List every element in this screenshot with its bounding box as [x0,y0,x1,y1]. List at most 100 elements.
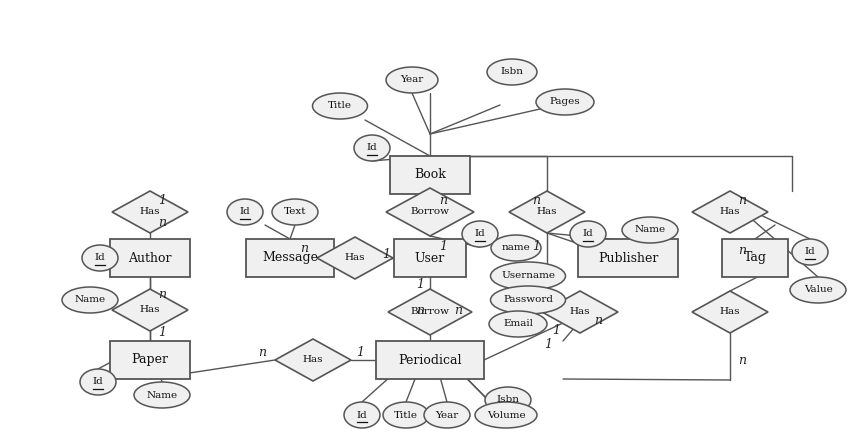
Ellipse shape [272,199,318,225]
Text: n: n [300,241,308,255]
Ellipse shape [490,262,565,290]
Text: Has: Has [139,207,161,217]
Text: 1: 1 [416,278,424,292]
Text: n: n [439,194,447,206]
Text: Has: Has [720,308,740,316]
Text: Name: Name [634,225,666,235]
FancyBboxPatch shape [578,239,678,277]
Polygon shape [692,291,768,333]
Ellipse shape [792,239,828,265]
Polygon shape [542,291,618,333]
Text: 1: 1 [382,248,390,260]
Ellipse shape [475,402,537,428]
FancyBboxPatch shape [110,239,190,277]
Text: n: n [594,313,602,327]
Ellipse shape [462,221,498,247]
Ellipse shape [386,67,438,93]
FancyBboxPatch shape [390,156,470,194]
Text: n: n [454,304,462,316]
Text: 1: 1 [552,324,560,336]
Text: Message: Message [262,251,318,264]
Text: Pages: Pages [550,98,581,107]
Polygon shape [112,191,188,233]
Text: Year: Year [400,76,423,84]
Text: Volume: Volume [487,411,525,419]
Text: n: n [158,216,166,229]
Text: n: n [158,289,166,301]
Text: n: n [258,346,266,358]
Ellipse shape [424,402,470,428]
FancyBboxPatch shape [110,341,190,379]
Text: Author: Author [128,251,172,264]
Ellipse shape [622,217,678,243]
Text: Text: Text [284,207,306,217]
Text: 1: 1 [532,240,540,252]
Text: Isbn: Isbn [496,396,519,404]
Text: n: n [532,194,540,206]
Text: n: n [738,354,746,366]
Ellipse shape [790,277,846,303]
Text: Isbn: Isbn [501,68,524,76]
Polygon shape [692,191,768,233]
FancyBboxPatch shape [394,239,466,277]
Ellipse shape [536,89,594,115]
Text: Email: Email [503,320,533,328]
Text: n: n [738,194,746,206]
Text: Book: Book [414,168,446,182]
Text: Name: Name [146,390,178,400]
Ellipse shape [313,93,367,119]
Text: name: name [502,244,530,252]
Text: 1: 1 [439,240,447,252]
Polygon shape [388,289,472,335]
Ellipse shape [485,387,531,413]
Text: Paper: Paper [132,354,168,366]
Text: n: n [738,244,746,256]
Text: Id: Id [94,254,105,263]
Text: Has: Has [720,207,740,217]
Polygon shape [317,237,393,279]
Text: Id: Id [805,248,815,256]
Ellipse shape [489,311,547,337]
Text: Id: Id [240,207,251,217]
Text: Tag: Tag [744,251,767,264]
Text: 1: 1 [544,339,552,351]
Text: Publisher: Publisher [598,251,658,264]
Polygon shape [275,339,351,381]
Ellipse shape [491,235,541,261]
Polygon shape [509,191,585,233]
Text: 1: 1 [356,346,364,358]
Text: Id: Id [582,229,593,239]
Ellipse shape [487,59,537,85]
Ellipse shape [570,221,606,247]
Ellipse shape [82,245,118,271]
Text: Has: Has [570,308,590,316]
Ellipse shape [80,369,116,395]
FancyBboxPatch shape [722,239,788,277]
Text: Borrow: Borrow [411,207,450,217]
Ellipse shape [134,382,190,408]
Text: Id: Id [366,144,377,152]
Text: 1: 1 [158,194,166,206]
FancyBboxPatch shape [376,341,484,379]
Ellipse shape [344,402,380,428]
Text: Periodical: Periodical [399,354,462,366]
Text: n: n [416,304,424,316]
Ellipse shape [383,402,429,428]
Text: Has: Has [536,207,558,217]
Text: Year: Year [435,411,459,419]
Text: Username: Username [501,271,555,281]
Text: Title: Title [394,411,418,419]
Text: 1: 1 [158,325,166,339]
Text: Value: Value [803,286,832,294]
Text: Has: Has [139,305,161,315]
Ellipse shape [62,287,118,313]
Ellipse shape [490,286,565,314]
Polygon shape [386,188,474,236]
Text: Title: Title [328,102,352,110]
Text: User: User [415,251,445,264]
Text: Id: Id [93,377,104,386]
Text: Name: Name [75,296,105,305]
Text: Has: Has [303,355,323,365]
Text: Id: Id [357,411,367,419]
Text: Id: Id [474,229,485,239]
